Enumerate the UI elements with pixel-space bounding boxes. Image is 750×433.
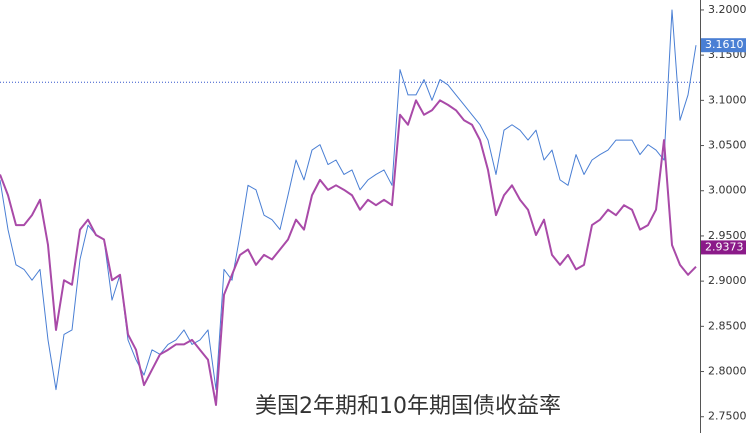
y-tick-label: 3.0500 <box>708 139 747 152</box>
y-tick-label: 2.8500 <box>708 319 747 332</box>
line-series <box>0 9 697 391</box>
y-tick-label: 2.7500 <box>708 410 747 423</box>
y-tick-label: 3.1000 <box>708 93 747 106</box>
price-label-box <box>701 240 746 255</box>
y-tick-label: 2.9000 <box>708 274 747 287</box>
line-series <box>0 99 697 406</box>
y-tick-label: 3.2000 <box>708 3 747 16</box>
price-label-box <box>701 38 746 53</box>
price-label: 2.9373 <box>705 240 744 253</box>
y-tick-label: 3.0000 <box>708 184 747 197</box>
y-tick-label: 2.9500 <box>708 229 747 242</box>
chart-title: 美国2年期和10年期国债收益率 <box>255 394 561 419</box>
price-label: 3.1610 <box>705 38 744 51</box>
y-tick-label: 2.8000 <box>708 365 747 378</box>
